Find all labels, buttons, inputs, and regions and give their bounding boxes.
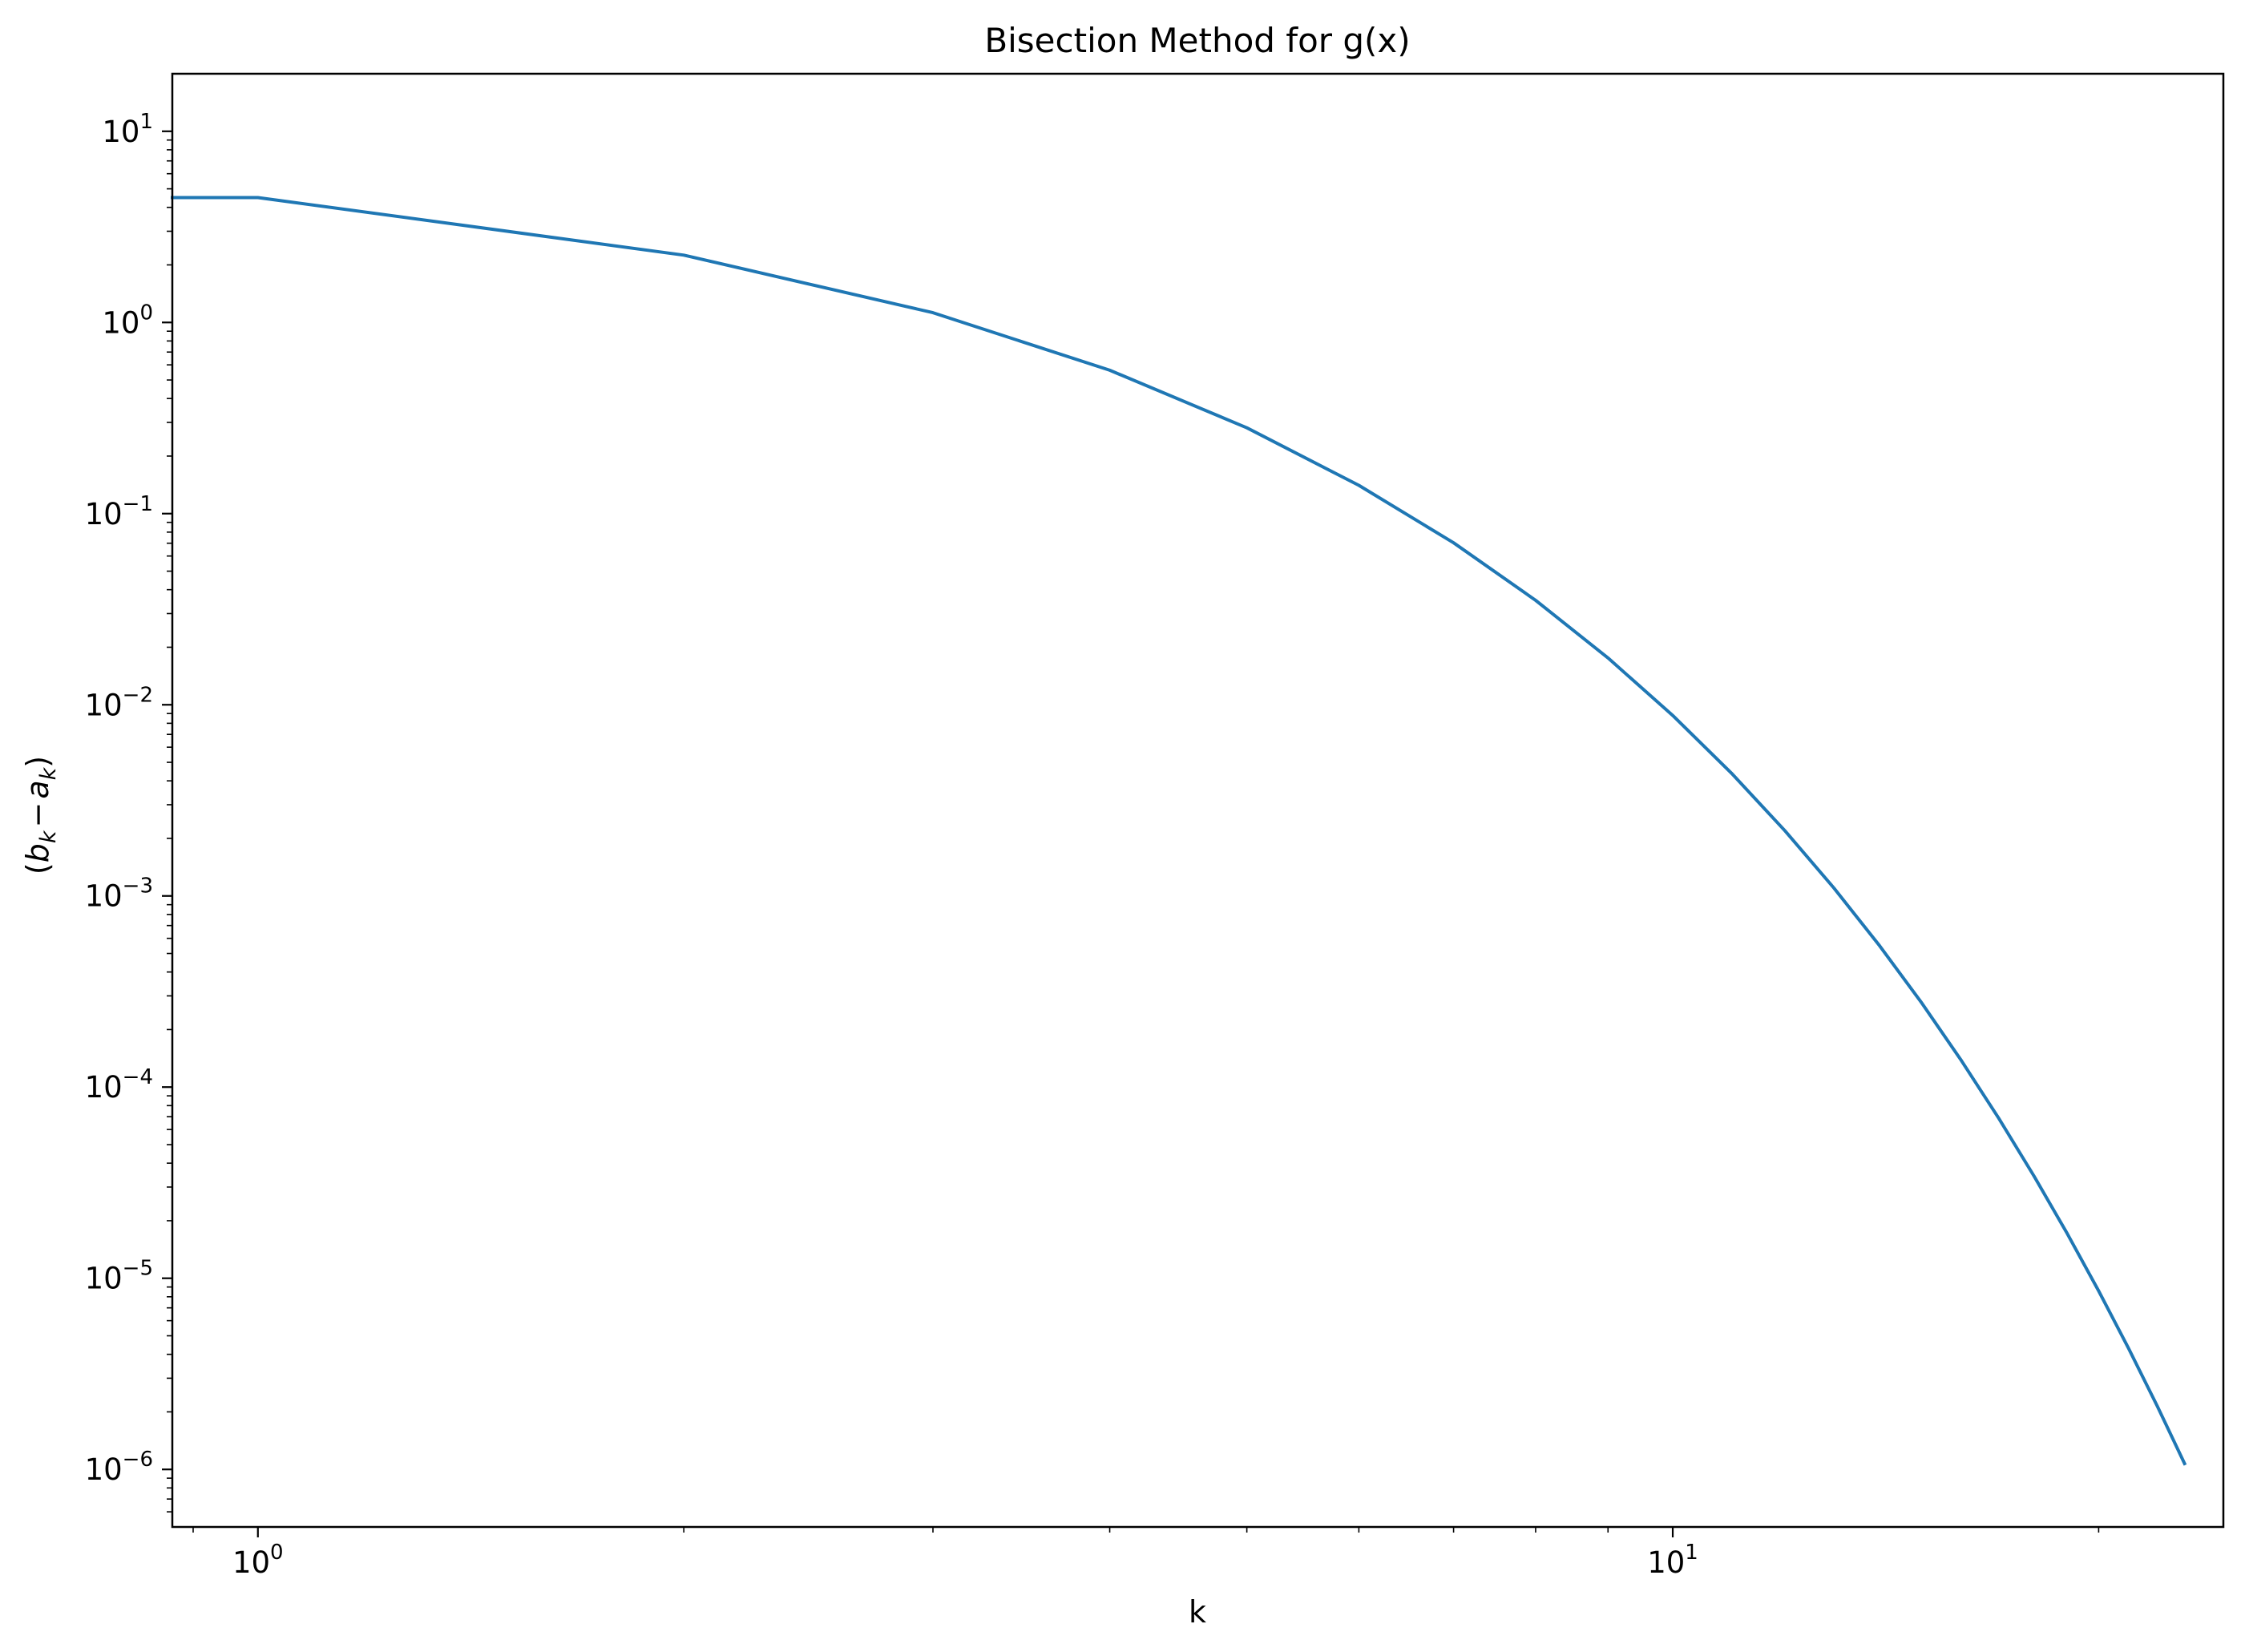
x-tick-label: 100 [232, 1541, 284, 1580]
y-tick-label-exponent: −1 [123, 492, 153, 516]
y-tick-label-base: 10 [85, 1070, 123, 1105]
y-tick-label-exponent: −2 [123, 683, 153, 707]
y-tick-label: 10−6 [85, 1448, 153, 1487]
y-tick-label: 10−2 [85, 683, 153, 722]
x-tick-label-exponent: 0 [270, 1541, 284, 1565]
series-line [171, 196, 2187, 1466]
y-tick-label-exponent: −6 [123, 1448, 153, 1472]
y-label-b: b [20, 843, 55, 862]
y-tick-label-exponent: −3 [123, 874, 153, 899]
x-tick-label: 101 [1647, 1541, 1698, 1580]
y-tick-label-base: 10 [85, 497, 123, 531]
y-tick-label-exponent: 1 [139, 110, 153, 134]
y-tick-label: 10−5 [85, 1257, 153, 1296]
y-tick-label: 100 [102, 301, 153, 340]
x-tick-label-base: 10 [1647, 1545, 1685, 1580]
y-label-close-paren: ) [20, 756, 55, 768]
y-tick-label-base: 10 [102, 115, 139, 149]
x-axis-label: k [1189, 1594, 1206, 1630]
y-label-a: a [20, 780, 55, 798]
y-label-minus: − [20, 802, 55, 828]
y-label-a-subscript: k [36, 766, 61, 780]
y-tick-label: 10−4 [85, 1065, 153, 1105]
y-tick-label-base: 10 [85, 1262, 123, 1296]
y-label-b-subscript: k [36, 830, 61, 843]
y-tick-label: 101 [102, 110, 153, 149]
y-tick-label-exponent: −5 [123, 1257, 153, 1281]
data-layer [171, 196, 2187, 1466]
y-tick-label-base: 10 [102, 305, 139, 340]
y-tick-label-base: 10 [85, 879, 123, 914]
y-tick-label-exponent: 0 [139, 301, 153, 325]
y-tick-label-base: 10 [85, 1452, 123, 1487]
y-label-open-paren: ( [20, 862, 55, 874]
y-tick-label-base: 10 [85, 688, 123, 722]
plot-frame [171, 72, 2225, 1529]
y-tick-label-exponent: −4 [123, 1065, 153, 1089]
y-tick-label: 10−3 [85, 874, 153, 914]
y-axis-label: (bk−ak) [20, 756, 61, 874]
x-tick-label-base: 10 [232, 1545, 270, 1580]
y-tick-label: 10−1 [85, 492, 153, 531]
x-tick-label-exponent: 1 [1685, 1541, 1698, 1565]
chart-title: Bisection Method for g(x) [984, 21, 1410, 60]
